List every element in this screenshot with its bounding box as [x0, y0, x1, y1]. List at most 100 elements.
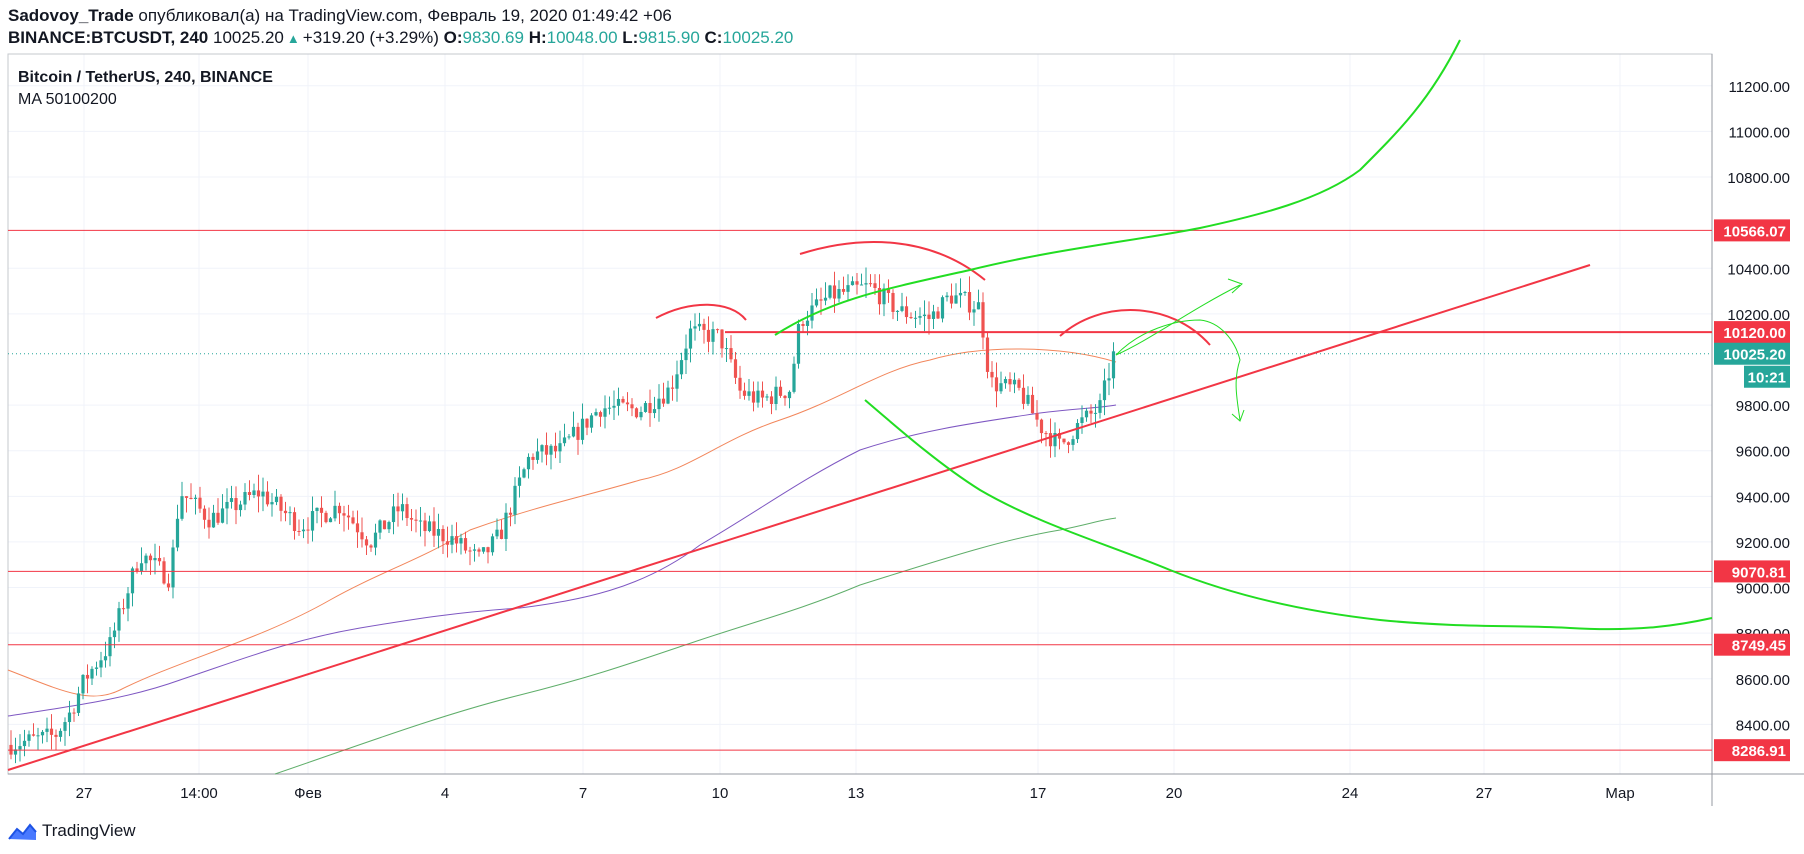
candle-down: [355, 523, 360, 533]
horizontal-levels[interactable]: [8, 229, 1712, 751]
candle-up: [27, 734, 31, 741]
candle-down: [297, 530, 301, 532]
price-label-bg: [1714, 321, 1790, 344]
candle-up: [90, 668, 94, 679]
candle-up: [99, 660, 103, 668]
candle-up: [144, 555, 148, 564]
tradingview-footer[interactable]: TradingView: [8, 820, 136, 842]
price-tick-label: 9400.00: [1736, 489, 1790, 506]
price-tick-label: 9000.00: [1736, 581, 1790, 598]
high-label: H:: [528, 28, 547, 47]
candle-up: [603, 408, 607, 417]
candle-down: [364, 539, 369, 546]
price-label-text: 8749.45: [1732, 638, 1786, 655]
candle-up: [81, 674, 85, 694]
candle-down: [1030, 394, 1035, 414]
candle-up: [958, 292, 963, 296]
price-label-bg: [1714, 560, 1790, 583]
candle-up: [22, 740, 27, 747]
candle-down: [468, 550, 472, 552]
candle-up: [103, 656, 108, 661]
candle-up: [495, 529, 499, 537]
candle-up: [40, 731, 45, 736]
candle-up: [972, 309, 976, 313]
candle-up: [94, 667, 99, 669]
candle-up: [1071, 439, 1075, 445]
candle-up: [76, 693, 81, 713]
candle-up: [945, 295, 949, 298]
candle-up: [657, 398, 661, 410]
user-drawings[interactable]: [7, 39, 1713, 771]
candle-up: [1098, 400, 1102, 413]
candle-down: [202, 508, 207, 520]
price-axis[interactable]: 11200.00 11000.00 10800.00 10400.00 10200.00…: [1727, 79, 1790, 735]
candle-down: [670, 387, 675, 389]
forecast-curve[interactable]: [1115, 319, 1241, 421]
candle-up: [274, 496, 279, 503]
candle-down: [216, 512, 220, 523]
candle-up: [1084, 410, 1089, 418]
head-arc[interactable]: [799, 240, 986, 281]
candle-up: [243, 492, 247, 505]
candle-up: [238, 504, 243, 511]
candle-up: [436, 528, 441, 536]
candle-up: [139, 563, 144, 572]
price-label-text: 10025.20: [1723, 347, 1786, 364]
candle-down: [499, 529, 504, 539]
author-name[interactable]: Sadovoy_Trade: [8, 6, 134, 25]
candle-up: [814, 299, 819, 306]
upside-arrow-line[interactable]: [1115, 284, 1241, 356]
candle-up: [504, 512, 508, 539]
candle-down: [292, 512, 297, 531]
time-axis[interactable]: 27 14:00 Фев 4 7 10 13 17 20 24 27 Мар: [76, 785, 1635, 802]
candle-up: [513, 485, 517, 515]
candle-up: [171, 547, 175, 588]
candle-up: [558, 443, 562, 452]
candle-down: [855, 281, 859, 285]
candle-up: [639, 411, 643, 418]
candle-down: [432, 521, 436, 536]
candle-down: [801, 323, 805, 326]
right-shoulder-arc[interactable]: [1059, 309, 1211, 346]
candle-up: [13, 749, 18, 755]
time-tick-label: Мар: [1605, 785, 1634, 802]
tradingview-logo-icon: [8, 823, 37, 840]
candle-up: [913, 317, 918, 319]
bearish-projection-curve[interactable]: [864, 399, 1713, 631]
candle-up: [1075, 423, 1080, 440]
candle-up: [918, 316, 922, 318]
candle-up: [535, 451, 540, 460]
candle-up: [1080, 417, 1084, 424]
candle-up: [45, 728, 49, 732]
candle-up: [787, 391, 792, 399]
candle-down: [909, 317, 913, 319]
candle-down: [1035, 413, 1039, 420]
left-shoulder-arc[interactable]: [655, 303, 747, 321]
candle-up: [940, 297, 945, 319]
candle-down: [409, 518, 414, 520]
close-label: C:: [704, 28, 723, 47]
upside-arrow-head-icon: [1227, 278, 1243, 294]
candle-up: [378, 520, 382, 533]
candle-up: [175, 518, 180, 548]
price-tick-label: 11000.00: [1729, 124, 1790, 141]
candle-down: [886, 288, 891, 293]
ma200-line: [274, 517, 1117, 775]
indicator-legend[interactable]: MA 50100200: [18, 91, 117, 108]
time-tick-label: 13: [848, 785, 865, 802]
bullish-projection-curve[interactable]: [774, 39, 1461, 336]
candle-down: [265, 491, 270, 505]
time-tick-label: 27: [76, 785, 93, 802]
candle-up: [580, 418, 585, 440]
candlesticks: [9, 267, 1116, 764]
candle-down: [949, 295, 954, 304]
candle-down: [544, 445, 549, 455]
candle-up: [387, 522, 391, 530]
time-tick-label: 20: [1166, 785, 1183, 802]
ascending-trendline[interactable]: [7, 264, 1591, 771]
candle-down: [49, 728, 54, 735]
up-arrow-icon: ▲: [286, 31, 300, 46]
price-tick-label: 9800.00: [1736, 398, 1790, 415]
candle-up: [756, 390, 760, 403]
